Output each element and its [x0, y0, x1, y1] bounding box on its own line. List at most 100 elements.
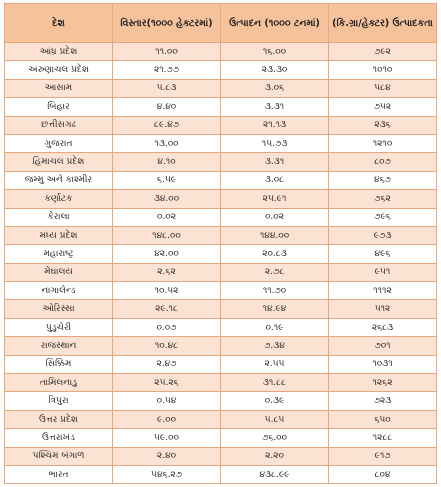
- table-body: આંધ્ર પ્રદેશ ૧૧.૦૦ ૧૬.૦૦ ૭૯૨ અરુણાચલ પ્રદેશ ૨…: [4, 41, 437, 485]
- value-cell: ૪.૪૦: [112, 97, 221, 117]
- header-cell: દેશ: [4, 3, 113, 43]
- table-row: છત્તીસગઢ ૮૯.૪૭ ૨૧.૧૩ ૨૩૬: [4, 115, 437, 135]
- value-cell: ૫૮૪: [328, 78, 437, 99]
- table-row: હિમાચલ પ્રદેશ ૪.૧૦ ૩.૩૧ ૮૦૭: [4, 152, 437, 172]
- value-cell: ૫.૮૩: [112, 78, 221, 99]
- state-cell: છત્તીસગઢ: [4, 115, 113, 135]
- table-row: ભારત ૫૪૬.૨૭ ૪૩૮.૯૯ ૮૦૪: [4, 464, 437, 485]
- value-cell: ૯૭૩: [328, 225, 437, 246]
- table-row: કેરાલા ૦.૦૨ ૦.૦૨ ૭૯૬: [4, 207, 437, 227]
- value-cell: ૦.૫૪: [112, 391, 221, 411]
- value-cell: ૨.૨૦: [220, 446, 329, 466]
- state-cell: હિમાચલ પ્રદેશ: [4, 152, 113, 172]
- state-cell: મધ્ય પ્રદેશ: [4, 225, 113, 246]
- table-row: પશ્ચિમ બંગાળ ૨.૪૦ ૨.૨૦ ૯૧૭: [4, 446, 437, 466]
- value-cell: ૩૧.૮૮: [220, 373, 329, 393]
- table-row: પુડુચેરી ૦.૦૭ ૦.૧૯ ૨૬૮૩: [4, 317, 437, 338]
- value-cell: ૪૯૬: [328, 244, 437, 264]
- value-cell: ૧૨૮૮: [328, 428, 437, 448]
- value-cell: ૨૫.૨૬: [112, 373, 221, 393]
- table-row: બિહાર ૪.૪૦ ૩.૩૧ ૭૫૨: [4, 97, 437, 117]
- state-cell: બિહાર: [4, 97, 113, 117]
- data-table: દેશ વિસ્તાર(૧૦૦૦ હેક્ટરમાં) ઉત્પાદન (૧૦૦૦ …: [4, 3, 437, 485]
- value-cell: ૦.૦૨: [220, 207, 329, 227]
- value-cell: ૩.૦૬: [220, 78, 329, 99]
- value-cell: ૯.૦૦: [112, 409, 221, 430]
- value-cell: ૬.૫૯: [112, 170, 221, 191]
- value-cell: ૫૪૬.૨૭: [112, 464, 221, 485]
- table-row: સિક્કિમ ૨.૪૭ ૨.૫૫ ૧૦૩૧: [4, 354, 437, 375]
- state-cell: આસામ: [4, 78, 113, 99]
- state-cell: જમ્મુ અને કાશ્મીર: [4, 170, 113, 191]
- value-cell: ૪૨.૦૦: [112, 244, 221, 264]
- value-cell: ૧૧.૦૦: [112, 41, 221, 62]
- value-cell: ૧૩.૦૦: [112, 133, 221, 154]
- value-cell: ૭.૩૪: [220, 336, 329, 356]
- value-cell: ૭૬૨: [328, 189, 437, 209]
- value-cell: ૭૯૨: [328, 41, 437, 62]
- value-cell: ૩.૦૮: [220, 170, 329, 191]
- value-cell: ૪૬૭: [328, 170, 437, 191]
- value-cell: ૨.૬૨: [112, 262, 221, 283]
- value-cell: ૭૨૩: [328, 391, 437, 411]
- state-cell: ભારત: [4, 464, 113, 485]
- value-cell: ૧૪૪.૦૦: [220, 225, 329, 246]
- value-cell: ૧૫.૭૩: [220, 133, 329, 154]
- value-cell: ૧૦૩૧: [328, 354, 437, 375]
- table-row: મેઘાલય ૨.૬૨ ૨.૭૮ ૯૫૧: [4, 262, 437, 283]
- state-cell: ત્રિપુરા: [4, 391, 113, 411]
- table-row: આંધ્ર પ્રદેશ ૧૧.૦૦ ૧૬.૦૦ ૭૯૨: [4, 41, 437, 62]
- value-cell: ૧૦૧૦: [328, 60, 437, 80]
- value-cell: ૨૧.૭૭: [112, 60, 221, 80]
- table-row: ઓરિસ્સા ૨૯.૧૮ ૧૪.૯૪ ૫૧૨: [4, 299, 437, 319]
- table-row: કર્ણાટક ૩૪.૦૦ ૨૫.૯૧ ૭૬૨: [4, 189, 437, 209]
- value-cell: ૨૩.૩૦: [220, 60, 329, 80]
- value-cell: ૧૪૮.૦૦: [112, 225, 221, 246]
- value-cell: ૩.૩૧: [220, 152, 329, 172]
- state-cell: નાગાલેન્ડ: [4, 281, 113, 301]
- value-cell: ૫૯.૦૦: [112, 428, 221, 448]
- state-cell: ઉત્તરાખંડ: [4, 428, 113, 448]
- value-cell: ૯૧૭: [328, 446, 437, 466]
- header-cell: (કિ.ગ્રા/હેક્ટર) ઉત્પાદકતા: [328, 3, 437, 43]
- table-row: ઉત્તર પ્રદેશ ૯.૦૦ ૫.૮૫ ૬૫૦: [4, 409, 437, 430]
- value-cell: ૧૦.૪૮: [112, 336, 221, 356]
- table-row: જમ્મુ અને કાશ્મીર ૬.૫૯ ૩.૦૮ ૪૬૭: [4, 170, 437, 191]
- table-row: આસામ ૫.૮૩ ૩.૦૬ ૫૮૪: [4, 78, 437, 99]
- value-cell: ૦.૦૨: [112, 207, 221, 227]
- state-cell: રાજસ્થાન: [4, 336, 113, 356]
- table-row: રાજસ્થાન ૧૦.૪૮ ૭.૩૪ ૭૦૧: [4, 336, 437, 356]
- table-row: અરુણાચલ પ્રદેશ ૨૧.૭૭ ૨૩.૩૦ ૧૦૧૦: [4, 60, 437, 80]
- table-row: તામિલનાડુ ૨૫.૨૬ ૩૧.૮૮ ૧૨૬૨: [4, 373, 437, 393]
- table-row: મહારાષ્ટ્ર ૪૨.૦૦ ૨૦.૮૩ ૪૯૬: [4, 244, 437, 264]
- value-cell: ૧૨૧૦: [328, 133, 437, 154]
- table-row: ત્રિપુરા ૦.૫૪ ૦.૩૯ ૭૨૩: [4, 391, 437, 411]
- state-cell: ઉત્તર પ્રદેશ: [4, 409, 113, 430]
- value-cell: ૭૯૬: [328, 207, 437, 227]
- value-cell: ૧૧૧૨: [328, 281, 437, 301]
- value-cell: ૨.૫૫: [220, 354, 329, 375]
- header-cell: વિસ્તાર(૧૦૦૦ હેક્ટરમાં): [112, 3, 221, 43]
- state-cell: પશ્ચિમ બંગાળ: [4, 446, 113, 466]
- value-cell: ૧૧.૭૦: [220, 281, 329, 301]
- value-cell: ૧૨૬૨: [328, 373, 437, 393]
- value-cell: ૮૦૭: [328, 152, 437, 172]
- value-cell: ૧૦.૫૨: [112, 281, 221, 301]
- value-cell: ૨૧.૧૩: [220, 115, 329, 135]
- value-cell: ૮૯.૪૭: [112, 115, 221, 135]
- header-cell: ઉત્પાદન (૧૦૦૦ ટનમાં): [220, 3, 329, 43]
- state-cell: ઓરિસ્સા: [4, 299, 113, 319]
- value-cell: ૪૩૮.૯૯: [220, 464, 329, 485]
- state-cell: મહારાષ્ટ્ર: [4, 244, 113, 264]
- table-row: મધ્ય પ્રદેશ ૧૪૮.૦૦ ૧૪૪.૦૦ ૯૭૩: [4, 225, 437, 246]
- value-cell: ૨.૭૮: [220, 262, 329, 283]
- value-cell: ૨૬૮૩: [328, 317, 437, 338]
- value-cell: ૨૩૬: [328, 115, 437, 135]
- value-cell: ૧૪.૯૪: [220, 299, 329, 319]
- table-row: નાગાલેન્ડ ૧૦.૫૨ ૧૧.૭૦ ૧૧૧૨: [4, 281, 437, 301]
- value-cell: ૫૧૨: [328, 299, 437, 319]
- state-cell: પુડુચેરી: [4, 317, 113, 338]
- value-cell: ૧૬.૦૦: [220, 41, 329, 62]
- state-cell: કર્ણાટક: [4, 189, 113, 209]
